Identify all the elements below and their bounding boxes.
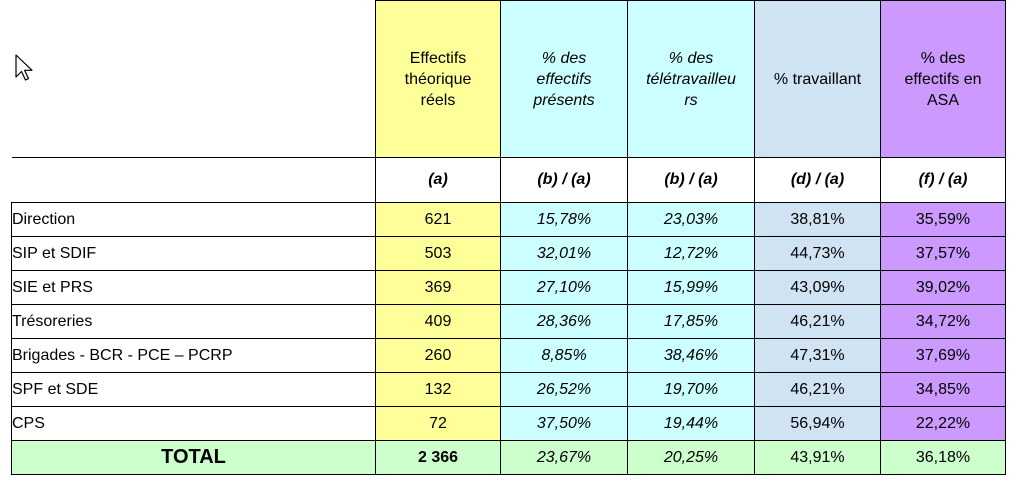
column-header-asa: % des effectifs en ASA (880, 0, 1006, 158)
value-cell: 37,57% (880, 236, 1006, 271)
value-cell: 503 (375, 236, 501, 271)
table-row: SPF et SDE 132 26,52% 19,70% 46,21% 34,85% (11, 372, 1006, 407)
value-cell: 37,69% (880, 338, 1006, 373)
table-row: Direction 621 15,78% 23,03% 38,81% 35,59% (11, 202, 1006, 237)
column-header-presents: % des effectifs présents (500, 0, 628, 158)
value-cell: 38,46% (627, 338, 755, 373)
table-row: CPS 72 37,50% 19,44% 56,94% 22,22% (11, 406, 1006, 441)
formula-cell: (f) / (a) (880, 157, 1006, 203)
value-cell: 15,78% (500, 202, 628, 237)
value-cell: 17,85% (627, 304, 755, 339)
row-label: Brigades - BCR - PCE – PCRP (11, 338, 376, 373)
formula-cell: (a) (375, 157, 501, 203)
value-cell: 46,21% (754, 304, 881, 339)
value-cell: 39,02% (880, 270, 1006, 305)
column-header-travaillant: % travaillant (754, 0, 881, 158)
row-label: Direction (11, 202, 376, 237)
row-label: SIP et SDIF (11, 236, 376, 271)
formula-cell: (b) / (a) (500, 157, 628, 203)
formula-row: (a) (b) / (a) (b) / (a) (d) / (a) (f) / … (11, 157, 1006, 203)
value-cell: 37,50% (500, 406, 628, 441)
total-value: 36,18% (880, 440, 1006, 475)
value-cell: 27,10% (500, 270, 628, 305)
row-label: CPS (11, 406, 376, 441)
statistics-table: Effectifs théorique réels % des effectifs pr… (11, 0, 1006, 475)
value-cell: 26,52% (500, 372, 628, 407)
value-cell: 15,99% (627, 270, 755, 305)
value-cell: 34,72% (880, 304, 1006, 339)
total-value: 2 366 (375, 440, 501, 475)
total-value: 23,67% (500, 440, 628, 475)
value-cell: 369 (375, 270, 501, 305)
table-row: Trésoreries 409 28,36% 17,85% 46,21% 34,72% (11, 304, 1006, 339)
value-cell: 34,85% (880, 372, 1006, 407)
value-cell: 260 (375, 338, 501, 373)
column-header-teletravailleurs: % des télétravailleu rs (627, 0, 755, 158)
value-cell: 56,94% (754, 406, 881, 441)
value-cell: 47,31% (754, 338, 881, 373)
value-cell: 8,85% (500, 338, 628, 373)
table-row: Brigades - BCR - PCE – PCRP 260 8,85% 38,46… (11, 338, 1006, 373)
total-row: TOTAL 2 366 23,67% 20,25% 43,91% 36,18% (11, 440, 1006, 475)
value-cell: 621 (375, 202, 501, 237)
header-row: Effectifs théorique réels % des effectifs pr… (11, 0, 1006, 158)
value-cell: 19,70% (627, 372, 755, 407)
value-cell: 409 (375, 304, 501, 339)
total-value: 20,25% (627, 440, 755, 475)
formula-cell: (d) / (a) (754, 157, 881, 203)
value-cell: 23,03% (627, 202, 755, 237)
value-cell: 28,36% (500, 304, 628, 339)
column-header-effectifs: Effectifs théorique réels (375, 0, 501, 158)
total-value: 43,91% (754, 440, 881, 475)
value-cell: 46,21% (754, 372, 881, 407)
formula-cell: (b) / (a) (627, 157, 755, 203)
row-label: SIE et PRS (11, 270, 376, 305)
value-cell: 35,59% (880, 202, 1006, 237)
row-label: Trésoreries (11, 304, 376, 339)
corner-cell (11, 157, 376, 203)
value-cell: 32,01% (500, 236, 628, 271)
total-label: TOTAL (11, 440, 376, 475)
value-cell: 22,22% (880, 406, 1006, 441)
table-row: SIE et PRS 369 27,10% 15,99% 43,09% 39,02% (11, 270, 1006, 305)
value-cell: 12,72% (627, 236, 755, 271)
corner-cell (11, 0, 376, 158)
value-cell: 44,73% (754, 236, 881, 271)
row-label: SPF et SDE (11, 372, 376, 407)
value-cell: 19,44% (627, 406, 755, 441)
value-cell: 38,81% (754, 202, 881, 237)
value-cell: 132 (375, 372, 501, 407)
value-cell: 43,09% (754, 270, 881, 305)
value-cell: 72 (375, 406, 501, 441)
table-row: SIP et SDIF 503 32,01% 12,72% 44,73% 37,57% (11, 236, 1006, 271)
